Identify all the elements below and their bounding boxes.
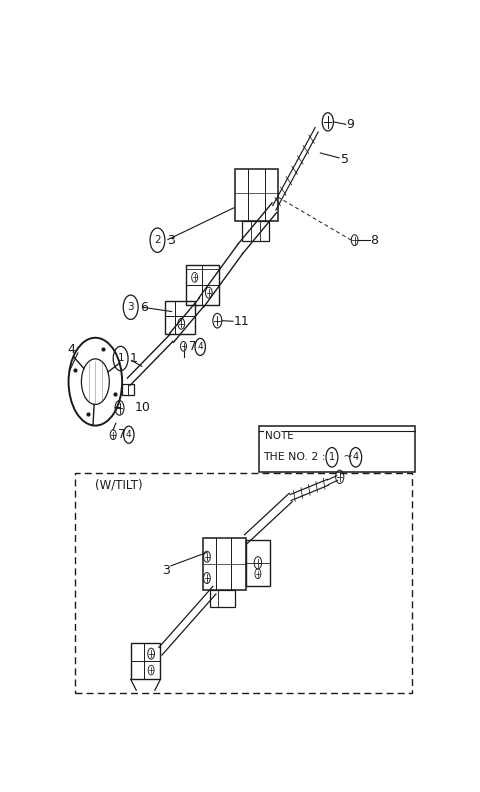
Text: 10: 10 [134, 402, 150, 414]
Bar [75, 473, 411, 693]
Text: 6: 6 [140, 301, 148, 314]
Text: 1: 1 [130, 352, 138, 365]
Bar [165, 300, 195, 334]
Text: ~: ~ [340, 452, 356, 463]
Bar [131, 642, 160, 680]
Text: 1: 1 [117, 353, 124, 364]
Text: 7: 7 [190, 341, 197, 353]
Bar [246, 540, 270, 586]
Text: 4: 4 [126, 430, 132, 440]
Text: 4: 4 [67, 344, 75, 356]
Text: 3: 3 [127, 303, 134, 312]
Text: 7: 7 [119, 428, 126, 441]
Text: 4: 4 [197, 342, 203, 352]
Bar [122, 384, 133, 395]
Bar [203, 539, 246, 590]
Text: 11: 11 [234, 315, 250, 329]
Text: THE NO. 2 :: THE NO. 2 : [264, 452, 329, 463]
Bar [235, 169, 277, 221]
Bar [259, 426, 415, 472]
Text: 5: 5 [341, 153, 349, 166]
Text: 1: 1 [329, 452, 335, 463]
Text: (W/TILT): (W/TILT) [96, 479, 143, 492]
Text: 8: 8 [371, 234, 379, 246]
Bar [210, 590, 235, 607]
Bar [241, 221, 269, 241]
Text: 9: 9 [347, 118, 354, 131]
Text: 2: 2 [154, 235, 161, 246]
Text: 4: 4 [353, 452, 359, 463]
Text: 3: 3 [167, 234, 175, 246]
Text: 3: 3 [162, 564, 170, 577]
Text: NOTE: NOTE [264, 431, 293, 441]
Bar [186, 265, 219, 305]
